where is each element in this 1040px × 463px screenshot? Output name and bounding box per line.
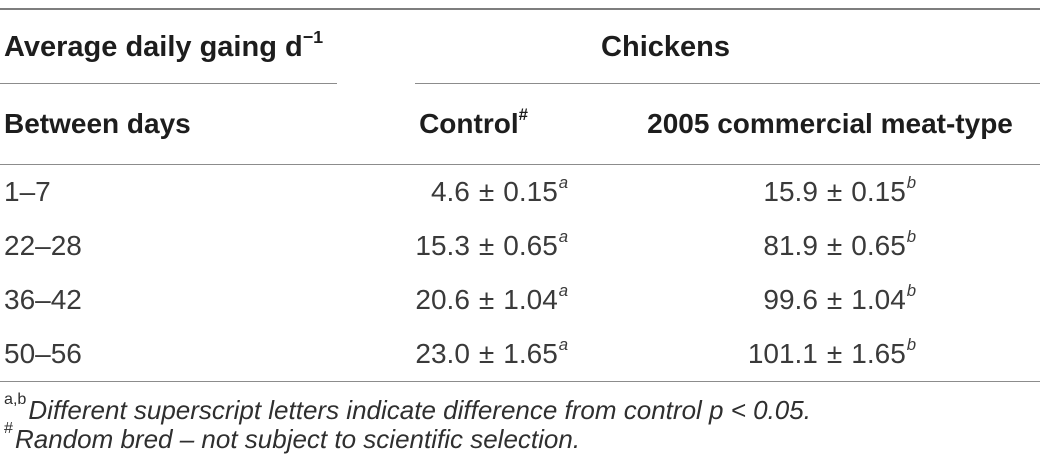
meat-type-value: 81.9 ±0.65b	[763, 227, 917, 261]
significance-superscript: a	[558, 335, 569, 355]
meat-type-value-cell: 15.9 ±0.15b	[620, 165, 1040, 220]
control-value: 15.3 ±0.65a	[415, 227, 569, 261]
footnote-text: Different superscript letters indicate d…	[28, 395, 811, 425]
plus-minus-sign: ±	[478, 338, 495, 369]
table-row: 22–28 15.3 ±0.65a 81.9 ±0.65b	[0, 219, 1040, 273]
days-cell: 50–56	[0, 327, 360, 382]
control-value-cell: 15.3 ±0.65a	[360, 219, 620, 273]
group-header-chickens: Chickens	[601, 30, 730, 63]
plus-minus-sign: ±	[478, 230, 495, 261]
control-value-cell: 20.6 ±1.04a	[360, 273, 620, 327]
column-header-control: Control#	[360, 84, 620, 165]
footnote-superscript-hash: #	[4, 418, 13, 437]
table-row: 1–7 4.6 ±0.15a 15.9 ±0.15b	[0, 165, 1040, 220]
plus-minus-sign: ±	[478, 284, 495, 315]
significance-superscript: b	[906, 173, 917, 193]
group-header-cell: Chickens	[360, 9, 1040, 84]
plus-minus-sign: ±	[478, 176, 495, 207]
significance-superscript: b	[906, 281, 917, 301]
meat-type-value-cell: 99.6 ±1.04b	[620, 273, 1040, 327]
significance-superscript: a	[558, 173, 569, 193]
title-superscript: −1	[302, 26, 324, 47]
footnote-significance: a,bDifferent superscript letters indicat…	[4, 391, 1040, 425]
footnote-superscript-ab: a,b	[4, 389, 27, 408]
meat-type-value: 15.9 ±0.15b	[763, 173, 917, 207]
control-value: 20.6 ±1.04a	[415, 281, 569, 315]
plus-minus-sign: ±	[826, 284, 843, 315]
days-cell: 1–7	[4, 176, 51, 207]
table-row: 36–42 20.6 ±1.04a 99.6 ±1.04b	[0, 273, 1040, 327]
meat-type-value: 101.1 ±1.65b	[747, 335, 917, 369]
significance-superscript: a	[558, 227, 569, 247]
significance-superscript: b	[906, 335, 917, 355]
plus-minus-sign: ±	[826, 230, 843, 261]
footnotes: a,bDifferent superscript letters indicat…	[0, 391, 1040, 454]
control-value-cell: 23.0 ±1.65a	[360, 327, 620, 382]
column-header-row: Between days Control# 2005 commercial me…	[0, 84, 1040, 165]
data-table: Average daily gaing d−1 Chickens Between…	[0, 8, 1040, 382]
footnote-random-bred: #Random bred – not subject to scientific…	[4, 420, 1040, 454]
days-cell: 22–28	[4, 230, 82, 261]
table-title: Average daily gaing d	[4, 30, 303, 63]
meat-type-value-cell: 101.1 ±1.65b	[620, 327, 1040, 382]
column-header-meat-type: 2005 commercial meat-type	[620, 84, 1040, 165]
control-value: 23.0 ±1.65a	[415, 335, 569, 369]
control-value: 4.6 ±0.15a	[430, 173, 569, 207]
plus-minus-sign: ±	[826, 176, 843, 207]
table-row: 50–56 23.0 ±1.65a 101.1 ±1.65b	[0, 327, 1040, 382]
title-row: Average daily gaing d−1 Chickens	[0, 9, 1040, 84]
plus-minus-sign: ±	[826, 338, 843, 369]
significance-superscript: a	[558, 281, 569, 301]
control-header-superscript: #	[518, 105, 528, 125]
days-cell: 36–42	[4, 284, 82, 315]
control-value-cell: 4.6 ±0.15a	[360, 165, 620, 220]
column-header-between-days: Between days	[0, 84, 360, 165]
significance-superscript: b	[906, 227, 917, 247]
table-title-cell: Average daily gaing d−1	[0, 9, 360, 84]
control-header-label: Control	[419, 108, 519, 139]
meat-type-value: 99.6 ±1.04b	[763, 281, 917, 315]
footnote-text: Random bred – not subject to scientific …	[14, 424, 581, 454]
meat-type-value-cell: 81.9 ±0.65b	[620, 219, 1040, 273]
